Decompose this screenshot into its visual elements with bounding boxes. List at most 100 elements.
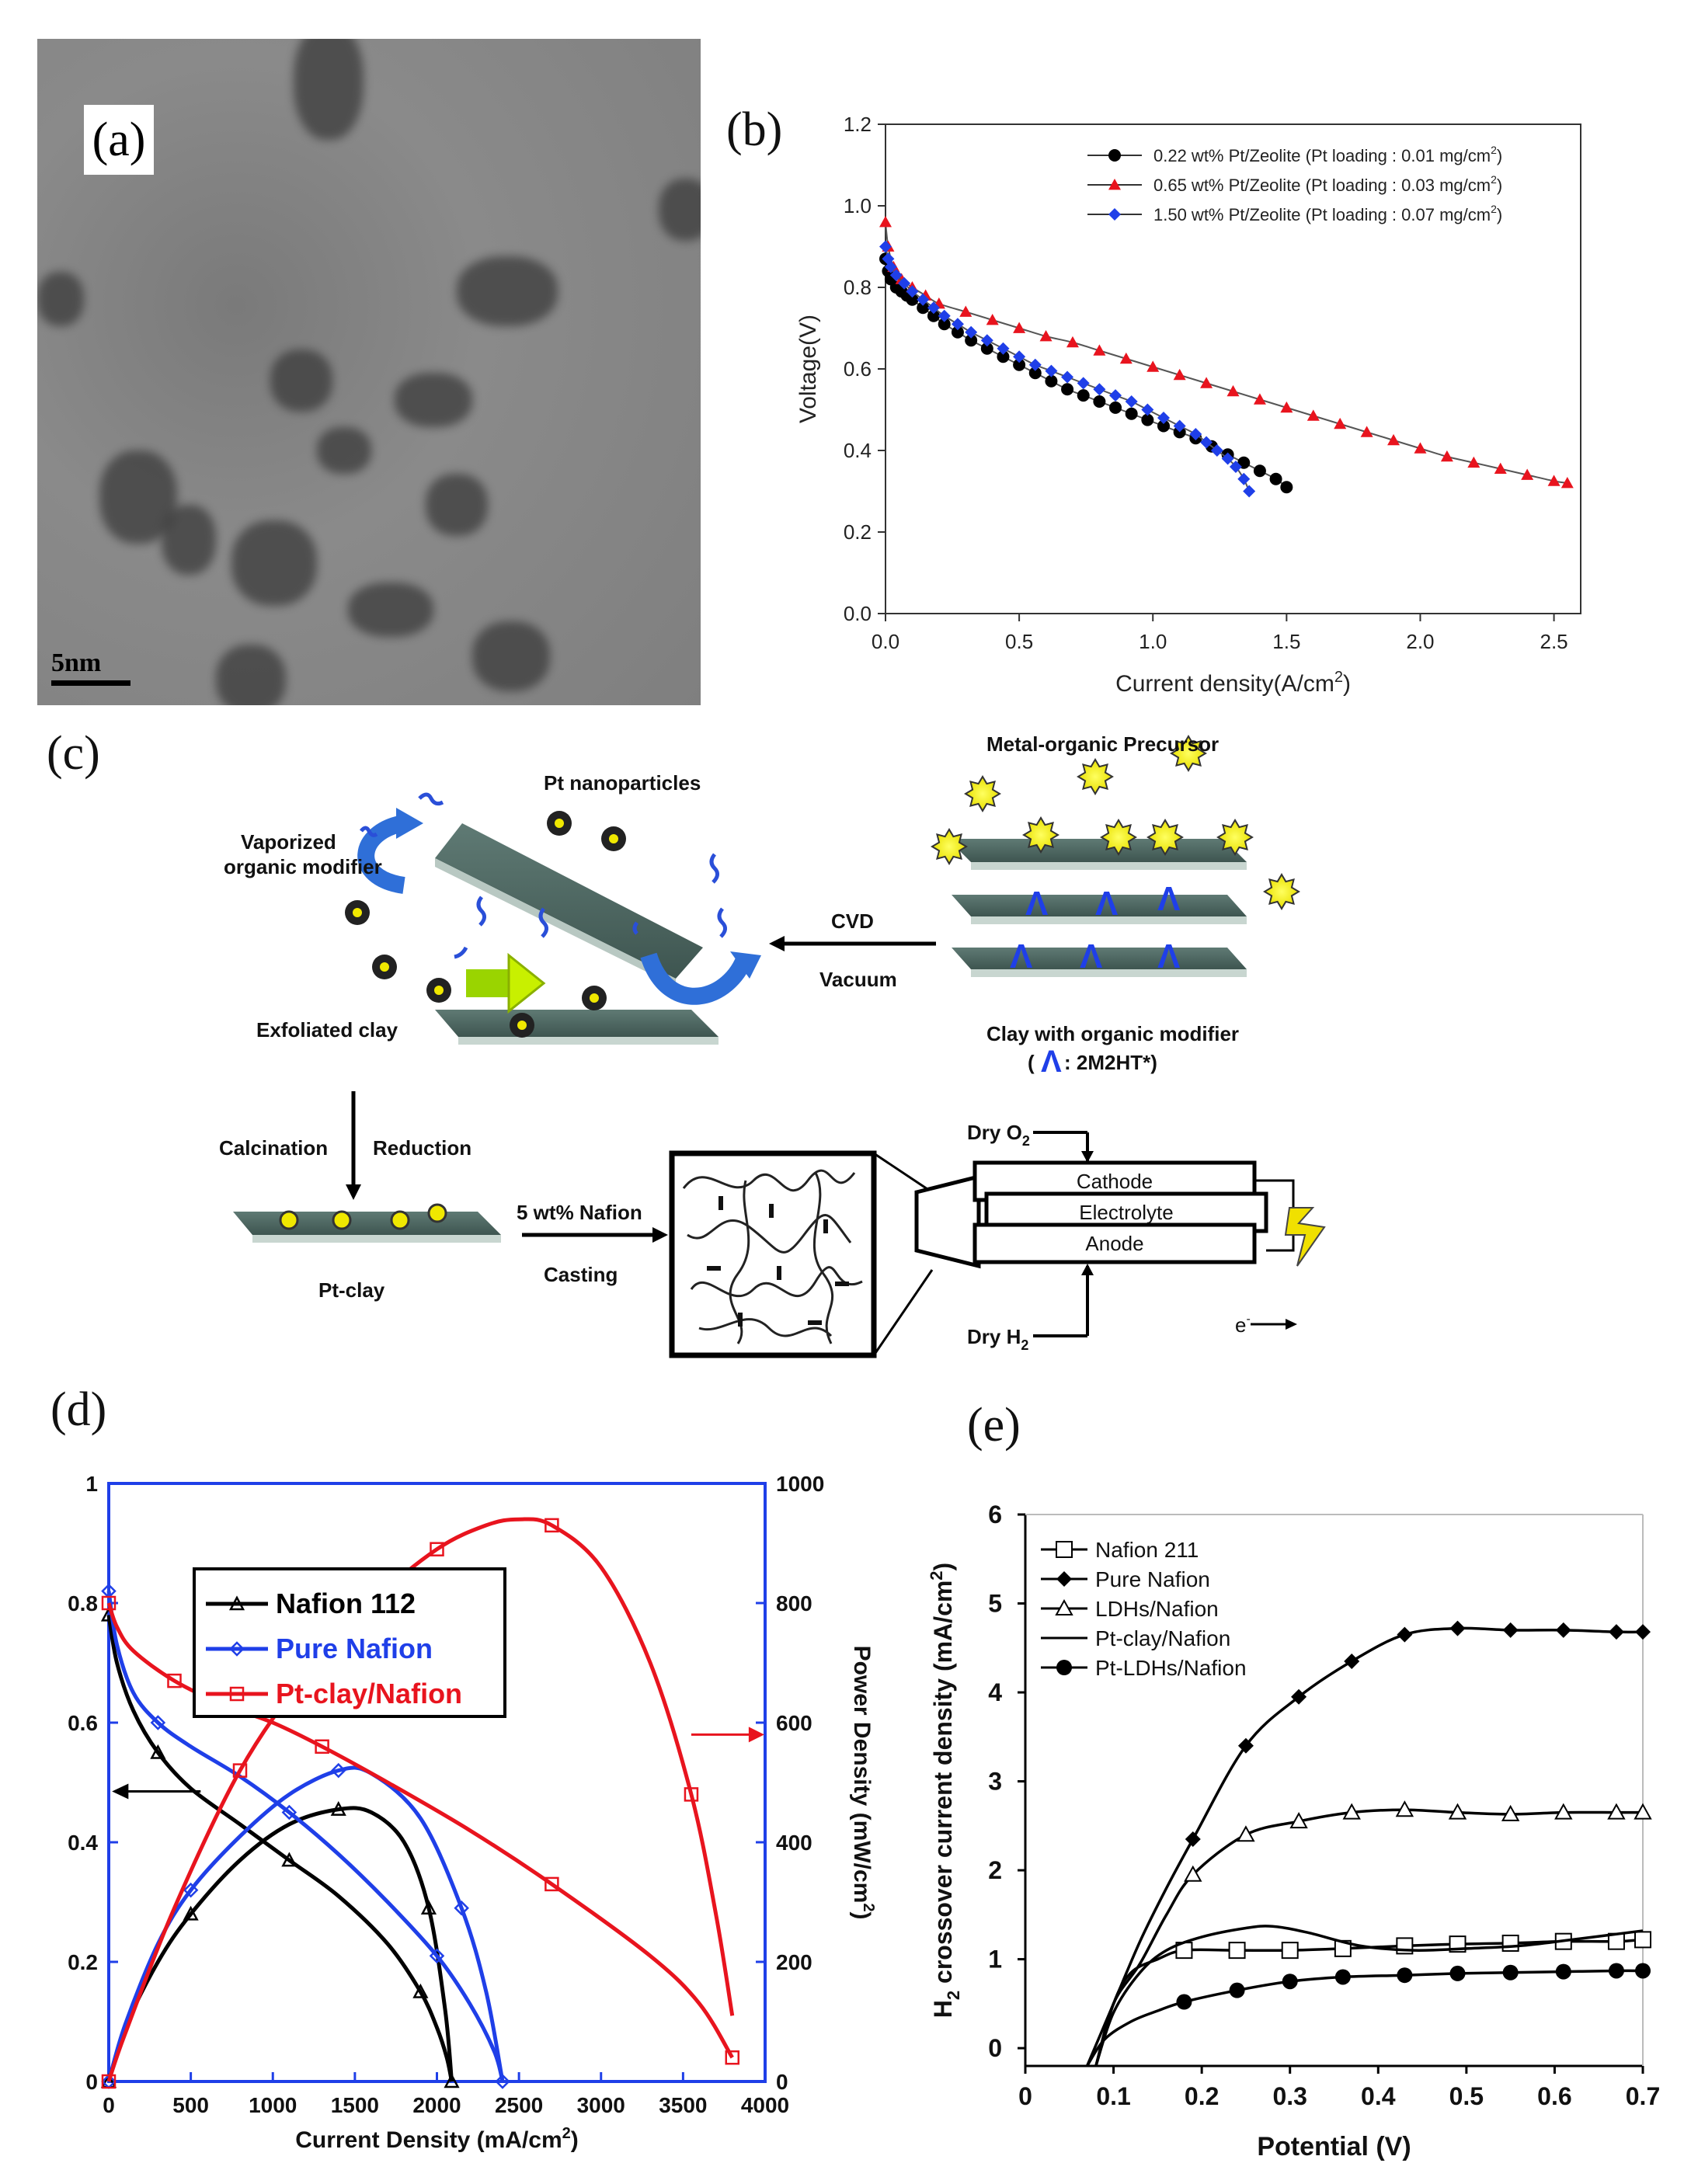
label-exfoliated: Exfoliated clay xyxy=(256,1018,398,1042)
data-point xyxy=(1119,352,1133,364)
data-point xyxy=(879,240,892,253)
data-point xyxy=(232,1763,248,1778)
y-tick-label: 0.6 xyxy=(68,1711,98,1735)
label-casting: Casting xyxy=(544,1263,618,1286)
data-point xyxy=(429,1948,445,1964)
data-point xyxy=(951,318,964,331)
data-point xyxy=(1141,403,1154,416)
legend-marker xyxy=(1056,1571,1072,1587)
x-tick-label: 3500 xyxy=(659,2093,707,2117)
data-point xyxy=(927,301,940,315)
label-metal-organic: Metal-organic Precursor xyxy=(986,732,1219,756)
data-point xyxy=(1146,360,1160,372)
label-dry-h2: Dry H2 xyxy=(967,1325,1028,1353)
panel-d-letter: (d) xyxy=(50,1383,107,1436)
legend-marker xyxy=(1108,179,1121,190)
power-curve xyxy=(106,1806,454,2082)
data-point xyxy=(1608,1963,1624,1979)
y-tick-label: 1 xyxy=(85,1472,98,1496)
svg-text:Λ: Λ xyxy=(1095,885,1119,923)
x-tick-label: 1500 xyxy=(331,2093,379,2117)
data-point xyxy=(281,1804,297,1821)
data-point xyxy=(997,342,1010,355)
data-point xyxy=(1253,464,1266,478)
legend-marker xyxy=(1055,1598,1073,1615)
x-tick-label: 0 xyxy=(1018,2082,1032,2110)
data-point xyxy=(1200,377,1213,388)
data-point xyxy=(167,1673,182,1688)
legend-entry: Pt-clay/Nafion xyxy=(276,1678,462,1709)
chart-d: 0 500 1000 1500 2000 2500 3000 3500 400000.20.40… xyxy=(68,1472,877,2153)
data-point xyxy=(879,216,892,228)
data-point xyxy=(420,1900,437,1914)
legend-marker xyxy=(1056,1660,1072,1675)
data-point xyxy=(1066,336,1079,348)
data-point xyxy=(1176,1994,1192,2010)
data-point xyxy=(997,350,1010,363)
data-point xyxy=(1061,370,1074,384)
data-point xyxy=(1360,426,1373,437)
data-point xyxy=(1185,1831,1201,1847)
data-point xyxy=(1307,409,1320,421)
x-axis-label: Current Density (mA/cm2) xyxy=(295,2125,579,2153)
data-point xyxy=(1228,1942,1246,1960)
data-point xyxy=(1221,452,1234,465)
data-point xyxy=(281,1852,297,1867)
y2-tick-label: 0 xyxy=(776,2070,788,2094)
label-5wt-nafion: 5 wt% Nafion xyxy=(517,1201,642,1224)
data-point xyxy=(1109,389,1122,402)
data-point xyxy=(1449,1620,1466,1636)
y2-tick-label: 600 xyxy=(776,1711,812,1735)
data-point xyxy=(1387,433,1400,446)
label-electrolyte: Electrolyte xyxy=(1079,1201,1173,1224)
data-point xyxy=(917,301,930,315)
data-point xyxy=(1229,1982,1245,1998)
data-point xyxy=(884,260,897,273)
data-point xyxy=(1077,389,1090,402)
voltage-curve xyxy=(106,1602,734,2059)
data-point xyxy=(183,1905,199,1921)
data-point xyxy=(1189,428,1202,440)
precursor-star xyxy=(1170,735,1207,772)
legend-marker xyxy=(1108,208,1121,221)
panel-b-letter: (b) xyxy=(726,103,783,156)
y-tick-label: 1.0 xyxy=(844,194,872,217)
data-point xyxy=(1243,485,1256,498)
y2-tick-label: 400 xyxy=(776,1831,812,1855)
data-point xyxy=(1440,450,1453,462)
series-line xyxy=(885,246,1251,492)
precursor-star xyxy=(1216,819,1254,856)
data-point xyxy=(1282,1974,1298,1990)
y-tick-label: 0.8 xyxy=(844,276,872,299)
label-electron: e- xyxy=(1235,1313,1251,1337)
data-point xyxy=(315,1739,329,1755)
y-tick-label: 0 xyxy=(85,2070,98,2094)
x-tick-label: 0.6 xyxy=(1537,2082,1571,2110)
y2-tick-label: 1000 xyxy=(776,1472,824,1496)
series-line xyxy=(1086,1969,1644,2067)
data-point xyxy=(938,309,951,322)
data-point xyxy=(1467,456,1480,468)
data-point xyxy=(1289,1812,1308,1829)
y-tick-label: 0.2 xyxy=(68,1950,98,1974)
data-point xyxy=(1237,472,1251,485)
data-point xyxy=(1028,358,1042,371)
legend-entry: Pt-clay/Nafion xyxy=(1095,1626,1230,1650)
data-point xyxy=(1125,407,1138,420)
data-point xyxy=(980,334,993,347)
data-point xyxy=(101,2074,117,2089)
legend-box xyxy=(193,1567,506,1718)
chart-b: 0.0 0.5 1.0 1.5 2.0 2.5 0.0 0.2 0.4 0.6 0.8 1.0 1.2 C… xyxy=(795,113,1581,697)
data-point xyxy=(906,293,919,306)
data-point xyxy=(1608,1624,1624,1640)
pt-particle-core xyxy=(380,962,389,972)
x-tick-label: 2500 xyxy=(495,2093,543,2117)
label-cvd: CVD xyxy=(831,909,874,933)
label-pt-clay: Pt-clay xyxy=(318,1278,385,1302)
pt-particle-core xyxy=(353,908,362,917)
pt-particle-core xyxy=(434,986,444,995)
data-point xyxy=(1547,475,1561,486)
legend-entry: 0.65 wt% Pt/Zeolite (Pt loading : 0.03 m… xyxy=(1153,173,1502,195)
green-arrow xyxy=(466,952,546,1014)
panel-a-letter: (a) xyxy=(84,105,154,175)
